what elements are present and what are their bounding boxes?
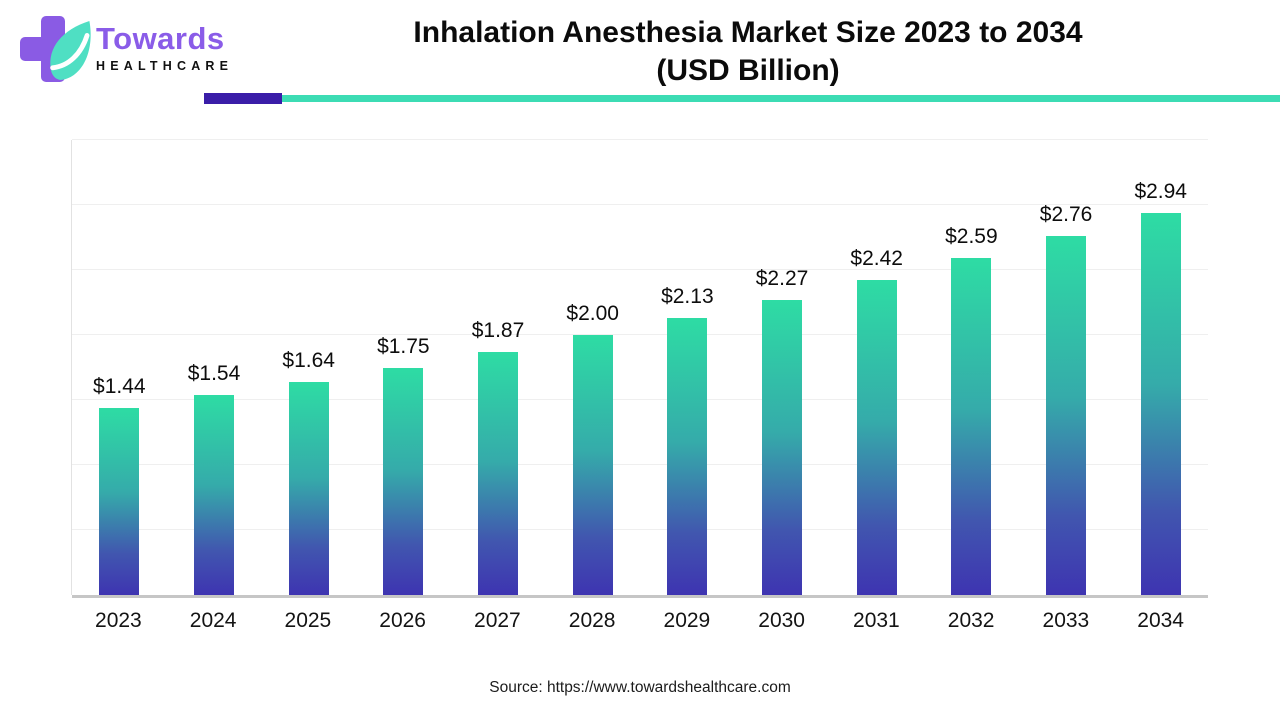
brand-subtitle: HEALTHCARE [96,59,234,73]
bar-value-label-2029: $2.13 [661,285,714,309]
bar-value-label-2025: $1.64 [282,348,335,372]
x-axis-label-2024: 2024 [189,609,237,632]
towards-healthcare-logo: Towards HEALTHCARE [18,12,248,88]
bar-2023 [99,407,140,595]
header-rule-teal-line [282,95,1280,102]
bar-slot-2031: $2.42 [829,140,924,595]
bar-slot-2024: $1.54 [167,140,262,595]
brand-name: Towards [96,21,225,56]
bar-2029 [667,318,708,595]
source-text: Source: https://www.towardshealthcare.co… [489,679,791,696]
bar-value-label-2031: $2.42 [850,247,903,271]
bar-2033 [1046,236,1087,595]
bar-slot-2028: $2.00 [545,140,640,595]
bar-2028 [572,335,613,595]
bar-slot-2025: $1.64 [261,140,356,595]
bar-value-label-2028: $2.00 [566,302,619,325]
bar-value-label-2027: $1.87 [471,318,525,342]
x-axis-label-2033: 2033 [1042,609,1090,632]
gridline [72,529,1208,530]
bar-slot-2033: $2.76 [1019,140,1114,595]
gridline [72,269,1208,270]
chart-title: Inhalation Anesthesia Market Size 2023 t… [216,14,1280,90]
bar-value-label-2024: $1.54 [187,361,241,385]
bar-2026 [383,367,424,595]
bar-2025 [288,381,329,595]
bar-2024 [194,394,234,595]
bar-slot-2027: $1.87 [451,140,546,595]
bar-2030 [762,299,803,595]
x-axis-label-2029: 2029 [663,609,711,632]
medical-cross-icon [20,16,91,82]
header-rule-purple-segment [204,93,282,104]
x-axis-labels: 2023 2024 2025 2026 2027 2028 2029 2030 2031 2032… [71,609,1208,633]
chart-title-line2: (USD Billion) [656,54,840,87]
bar-2032 [951,258,992,595]
bar-slot-2023: $1.44 [72,140,167,595]
bar-2031 [856,280,897,595]
chart-title-line1: Inhalation Anesthesia Market Size 2023 t… [413,16,1083,49]
x-axis-label-2023: 2023 [95,609,142,632]
x-axis-label-2026: 2026 [379,609,426,632]
bar-value-label-2023: $1.44 [93,374,146,398]
bar-value-label-2030: $2.27 [755,266,809,290]
bar-value-label-2026: $1.75 [377,334,430,358]
gridline [72,399,1208,400]
bar-slot-2030: $2.27 [735,140,830,595]
gridline [72,139,1208,140]
bar-slot-2032: $2.59 [924,140,1019,595]
gridline [72,334,1208,335]
bar-slot-2029: $2.13 [640,140,735,595]
bar-slot-2034: $2.94 [1113,140,1208,595]
bar-value-label-2034: $2.94 [1134,179,1187,203]
bar-value-label-2032: $2.59 [945,225,998,249]
x-axis-label-2034: 2034 [1137,609,1184,632]
x-axis-label-2032: 2032 [947,609,995,632]
x-axis-label-2028: 2028 [568,609,616,632]
x-axis-label-2030: 2030 [758,609,805,632]
bar-2034 [1140,212,1181,595]
bar-slot-2026: $1.75 [356,140,451,595]
leaf-icon [50,20,91,80]
bar-2027 [478,351,519,595]
bar-chart-plot-area: $1.44 $1.54 $1.64 $1.75 $1.87 $2.00 $2.13 $2.27… [71,139,1208,598]
x-axis-label-2031: 2031 [853,609,900,632]
bar-value-label-2033: $2.76 [1039,203,1093,227]
bar-series: $1.44 $1.54 $1.64 $1.75 $1.87 $2.00 $2.13 $2.27… [72,140,1208,595]
x-axis-label-2027: 2027 [474,609,521,632]
x-axis-label-2025: 2025 [284,609,332,632]
gridline [72,204,1208,205]
x-axis-line [72,595,1208,598]
gridline [72,464,1208,465]
